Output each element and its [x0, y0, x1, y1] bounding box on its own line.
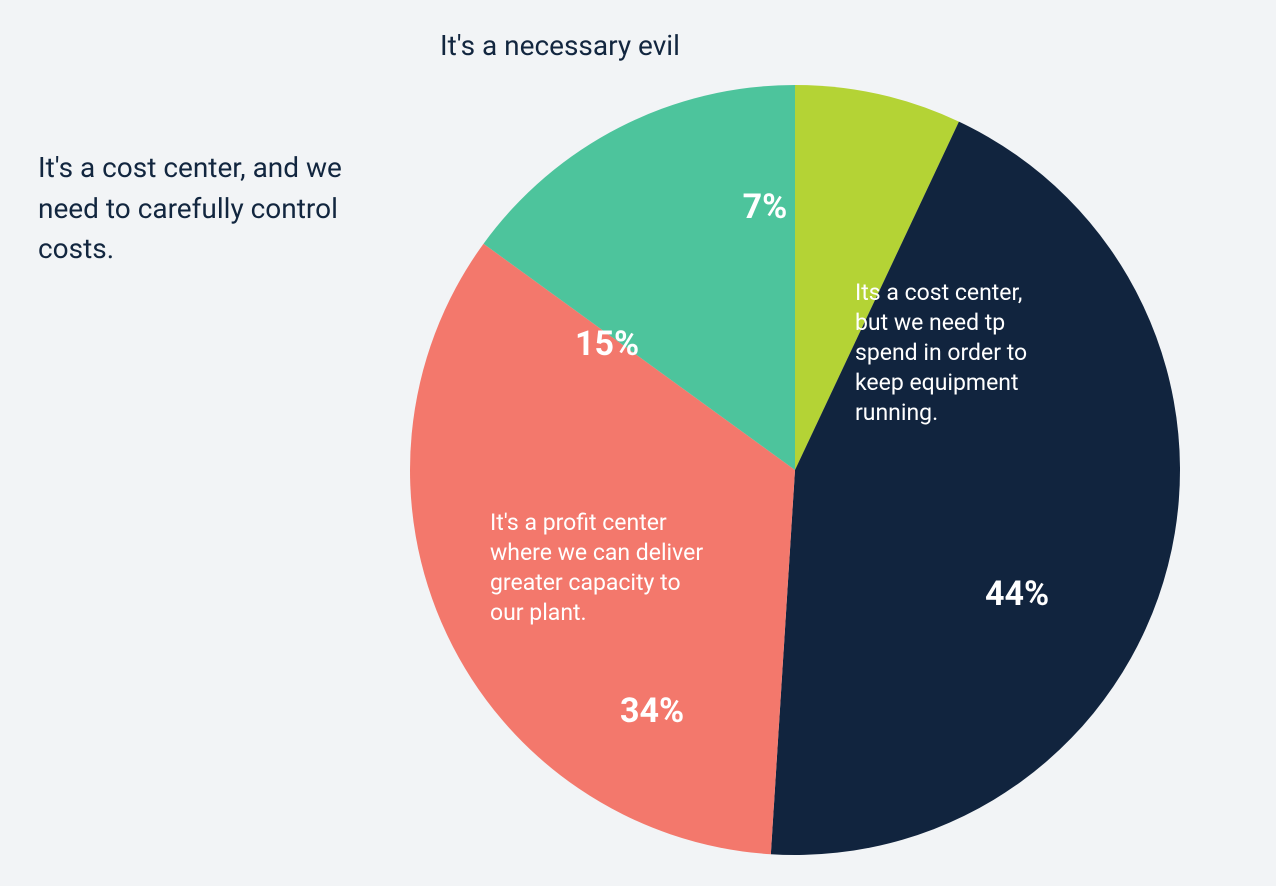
slice-percent-profit-center: 34% [620, 691, 684, 731]
pie-chart: 7% 44% 34% 15% Its a cost center, but we… [0, 0, 1276, 886]
slice-percent-necessary-evil: 7% [743, 187, 788, 227]
slice-percent-cost-center-control: 15% [575, 324, 639, 364]
slice-percent-cost-center-spend: 44% [985, 574, 1049, 614]
chart-stage: { "chart": { "type": "pie", "background_… [0, 0, 1276, 886]
